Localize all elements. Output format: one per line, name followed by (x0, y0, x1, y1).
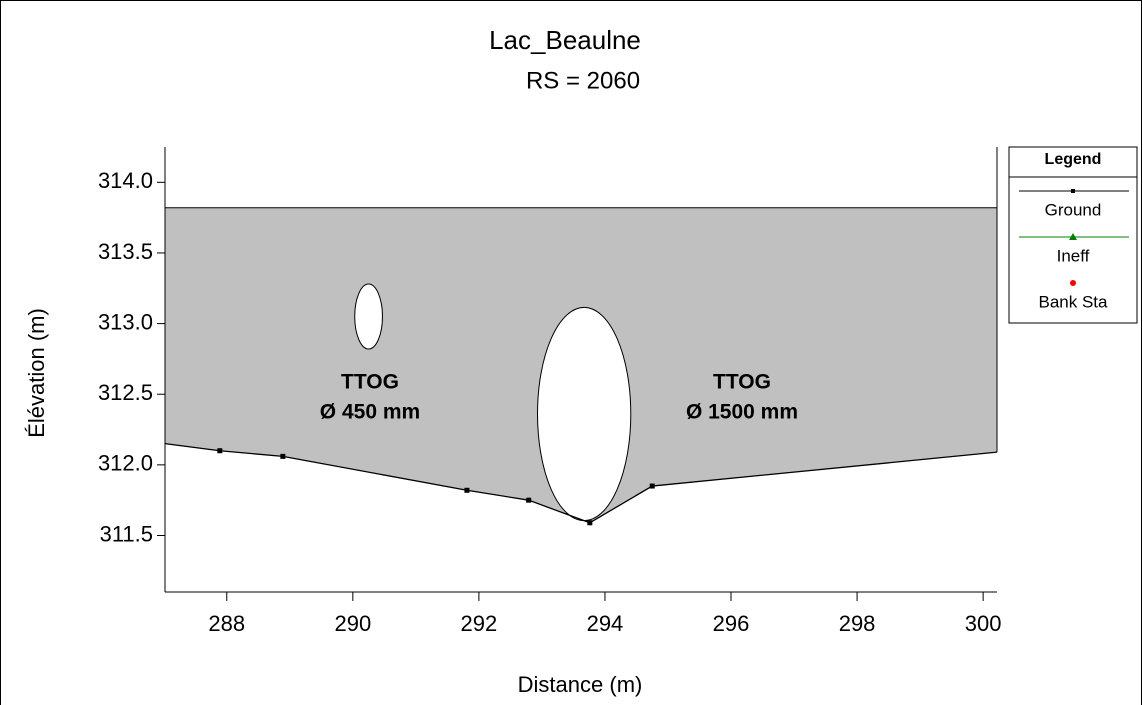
y-tick-label: 314.0 (98, 168, 153, 193)
y-axis-label: Élévation (m) (24, 308, 49, 438)
x-tick-label: 298 (839, 611, 876, 636)
legend-marker (1071, 189, 1075, 193)
ground-point (280, 453, 286, 459)
legend-label: Ground (1045, 200, 1102, 219)
x-tick-label: 294 (587, 611, 624, 636)
y-tick-label: 312.5 (98, 380, 153, 405)
y-tick-label: 313.5 (98, 239, 153, 264)
culvert (537, 306, 632, 522)
x-tick-label: 292 (461, 611, 498, 636)
x-tick-label: 290 (334, 611, 371, 636)
chart-subtitle: RS = 2060 (526, 67, 640, 94)
y-tick-label: 312.0 (98, 451, 153, 476)
legend-label: Bank Sta (1039, 292, 1109, 311)
legend-marker (1070, 280, 1076, 286)
chart-title: Lac_Beaulne (489, 25, 641, 55)
legend-marker (1069, 233, 1077, 240)
annotation: TTOG (713, 371, 771, 394)
annotation: Ø 1500 mm (686, 401, 798, 424)
annotation: TTOG (341, 371, 399, 394)
x-tick-label: 288 (208, 611, 245, 636)
y-tick-label: 313.0 (98, 309, 153, 334)
annotation: Ø 450 mm (320, 401, 420, 424)
ground-line (164, 443, 998, 524)
y-tick-label: 311.5 (100, 521, 153, 546)
ground-point (526, 497, 532, 503)
x-tick-label: 296 (713, 611, 750, 636)
x-axis-label: Distance (m) (518, 672, 643, 697)
x-tick-label: 300 (965, 611, 1002, 636)
ground-point (464, 487, 470, 493)
legend-label: Ineff (1057, 246, 1090, 265)
ground-point (217, 448, 223, 454)
ground-point (587, 520, 593, 526)
legend-title: Legend (1045, 151, 1102, 168)
ground-point (649, 483, 655, 489)
culvert (354, 283, 383, 350)
